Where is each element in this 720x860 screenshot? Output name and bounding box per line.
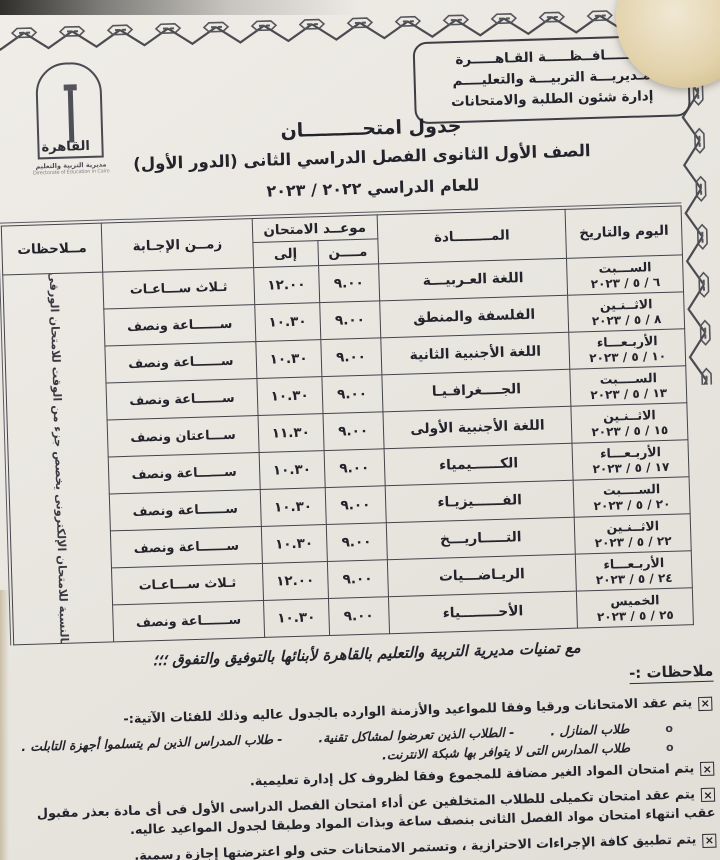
- cell-duration: ســــــاعة ونصف: [112, 600, 265, 642]
- schedule-table-wrap: اليوم والتاريخ المــــــــادة موعــد الا…: [0, 202, 694, 646]
- cell-to: ١٢.٠٠: [262, 561, 329, 601]
- cell-day-date: الاثــنـين ١٥ / ٥ / ٢٠٢٣: [571, 402, 688, 444]
- cell-from: ٩.٠٠: [324, 485, 386, 525]
- cell-duration: ســــــاعة ونصف: [109, 489, 262, 531]
- checked-box-icon: ×: [702, 833, 717, 848]
- circle-bullet-icon: o: [665, 740, 674, 754]
- cell-from: ٩.٠٠: [323, 448, 385, 488]
- checked-box-icon: ×: [698, 696, 713, 711]
- cell-subject: اللغة الأجنبية الثانية: [380, 332, 571, 375]
- photo-left-edge: [0, 590, 9, 860]
- cell-to: ١٠.٣٠: [261, 524, 328, 564]
- col-header-subject: المــــــــادة: [376, 209, 567, 264]
- cell-to: ١٠.٣٠: [263, 598, 330, 638]
- cell-to: ١٠.٣٠: [259, 487, 327, 527]
- note-text: - الطلاب الذين تعرضوا لمشاكل تقنية.: [318, 724, 515, 746]
- cell-from: ٩.٠٠: [321, 374, 383, 414]
- cell-day-date: الســــبت ٢٠ / ٥ / ٢٠٢٣: [573, 476, 691, 518]
- cell-from: ٩.٠٠: [328, 596, 390, 636]
- cell-day-date: الأربـعـــاء ١٠ / ٥ / ٢٠٢٣: [569, 328, 686, 370]
- circle-bullet-icon: o: [665, 721, 674, 735]
- cell-duration: ثـلاث ســـاعـات: [102, 267, 255, 310]
- cell-subject: التـــــاريـــخ: [385, 517, 576, 560]
- cell-to: ١١.٣٠: [257, 413, 324, 453]
- cell-notes-vertical: بالنسبة للامتحان الإلكترونى يخصص جزء من …: [2, 272, 114, 645]
- cell-from: ٩.٠٠: [320, 337, 382, 377]
- cell-duration: ســــــاعة ونصف: [105, 341, 257, 384]
- notes-list: ×يتم عقد الامتحانات ورقيا وفقا للمواعيد …: [0, 687, 717, 860]
- cell-subject: الأحــــــــياء: [388, 591, 578, 634]
- cell-subject: الريـاضـــيات: [386, 554, 577, 597]
- cell-from: ٩.٠٠: [322, 411, 384, 451]
- checked-box-icon: ×: [700, 761, 715, 777]
- checked-box-icon: ×: [700, 787, 716, 803]
- logo-city-text: القاهرة: [41, 138, 91, 156]
- cairo-tower-top-icon: [63, 84, 77, 91]
- col-header-notes: مــلاحظات: [1, 223, 103, 276]
- cell-duration: ســــــاعة ونصف: [103, 304, 256, 347]
- cell-day-date: الأربـعـــاء ١٧ / ٥ / ٢٠٢٣: [572, 439, 690, 481]
- cell-duration: ســــــاعة ونصف: [110, 526, 263, 568]
- cell-subject: الجــــغرافـيـا: [381, 369, 572, 412]
- cell-duration: ثـلاث ســـاعـات: [111, 563, 264, 605]
- cell-day-date: الســـبت ٦ / ٥ / ٢٠٢٣: [566, 254, 684, 296]
- note-text: طلاب المنازل .: [550, 720, 630, 739]
- cell-subject: الفلسفة والمنطق: [379, 295, 570, 338]
- photo-dark-edge: [0, 0, 480, 15]
- logo-arch-icon: القاهرة: [34, 61, 104, 160]
- cell-from: ٩.٠٠: [326, 522, 387, 562]
- schedule-body: الســـبت ٦ / ٥ / ٢٠٢٣ اللغة العـربيـــة ٩…: [2, 254, 694, 645]
- cell-to: ١٠.٣٠: [255, 339, 322, 379]
- cell-from: ٩.٠٠: [318, 263, 380, 303]
- page-subtitle-year: للعام الدراسي ٢٠٢٢ / ٢٠٢٣: [266, 175, 480, 201]
- col-header-duration: زمــن الإجـابة: [101, 218, 254, 273]
- cell-from: ٩.٠٠: [327, 559, 389, 599]
- cell-to: ١٠.٣٠: [256, 376, 323, 416]
- cell-day-date: الاثــنـين ٢٢ / ٥ / ٢٠٢٣: [574, 513, 692, 555]
- cell-day-date: الســــبت ١٣ / ٥ / ٢٠٢٣: [570, 365, 687, 407]
- cell-subject: الكــــــيمياء: [383, 443, 574, 486]
- col-header-to: إلى: [252, 240, 319, 268]
- cell-subject: اللغة الأجنبية الأولى: [382, 406, 573, 449]
- cell-subject: الفــــــيزيـاء: [384, 480, 575, 523]
- note-text: طلاب المدارس التى لا يتوافر بها شبكة الا…: [381, 739, 631, 763]
- cell-from: ٩.٠٠: [319, 300, 381, 340]
- note-text: يتم امتحان المواد الغير مضافة للمجموع وف…: [249, 761, 695, 790]
- exam-schedule-table: اليوم والتاريخ المــــــــادة موعــد الا…: [1, 205, 694, 645]
- cell-to: ١٠.٣٠: [258, 450, 325, 490]
- cell-day-date: الاثــنـين ٨ / ٥ / ٢٠٢٣: [568, 291, 685, 333]
- cairo-tower-icon: [67, 90, 75, 143]
- cell-duration: ســـاعتان ونصف: [107, 415, 259, 457]
- cell-day-date: الأربـعـــاء ٢٤ / ٥ / ٢٠٢٣: [575, 550, 693, 592]
- cell-duration: ســــــاعة ونصف: [106, 378, 258, 420]
- cell-duration: ســــــاعة ونصف: [108, 452, 260, 494]
- col-header-day: اليوم والتاريخ: [565, 205, 683, 259]
- cell-day-date: الخميس ٢٥ / ٥ / ٢٠٢٣: [576, 587, 694, 629]
- col-header-from: مــــن: [317, 238, 379, 266]
- cell-to: ١٠.٣٠: [254, 302, 321, 342]
- notes-heading: ملاحظات :-: [628, 661, 714, 685]
- cell-to: ١٢.٠٠: [253, 265, 320, 305]
- cell-subject: اللغة العـربيـــة: [378, 258, 569, 301]
